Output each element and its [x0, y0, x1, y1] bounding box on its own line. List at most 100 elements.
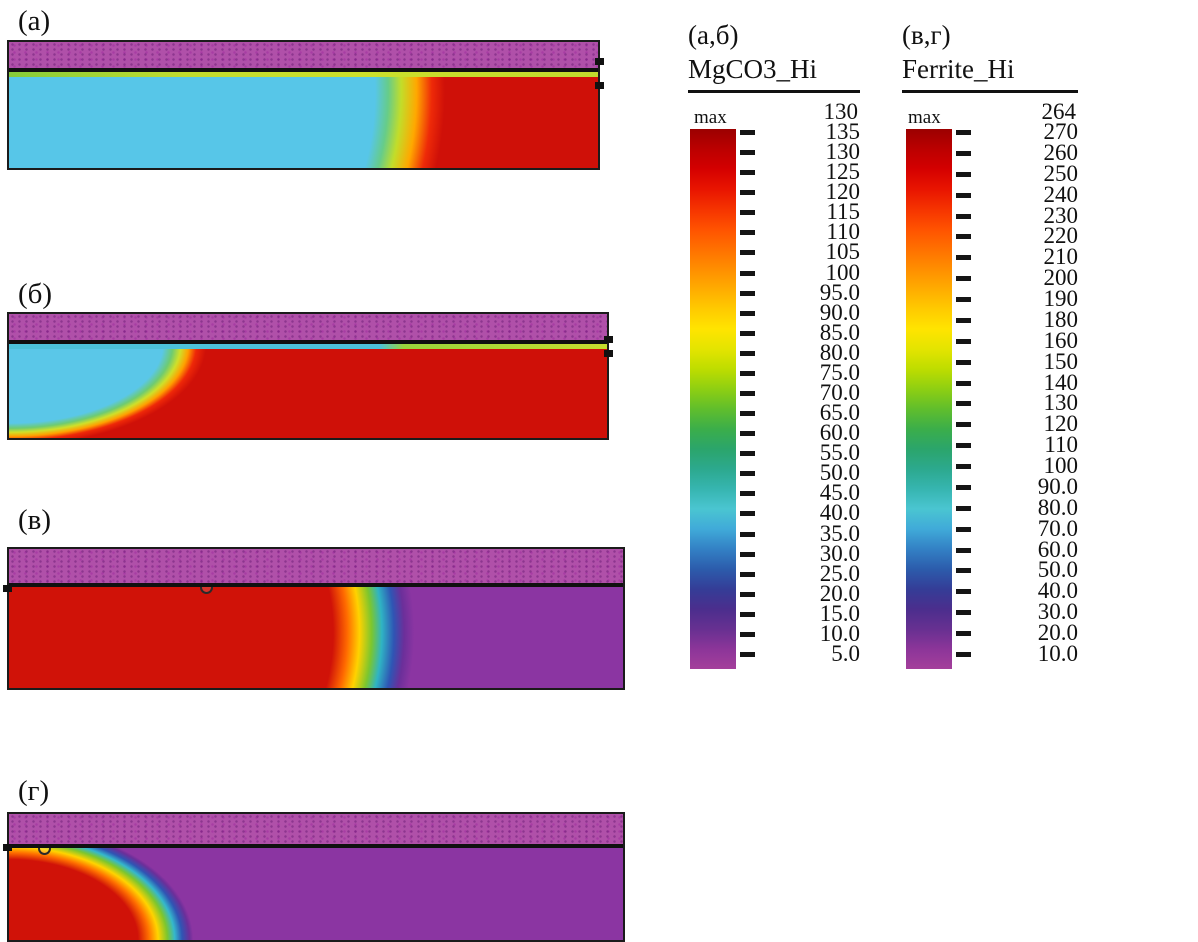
tick-dash-icon	[740, 551, 755, 557]
legend-ferrite-title: Ferrite_Hi	[902, 54, 1015, 84]
legend-tick: 10.0	[688, 620, 860, 646]
panel-g-label: (г)	[18, 775, 50, 807]
panel-v-separator-line	[9, 583, 623, 587]
tick-label: 60.0	[819, 420, 860, 446]
tick-dash-icon	[956, 547, 971, 553]
tick-label: 70.0	[1037, 515, 1078, 541]
legend-tick: 115	[688, 200, 860, 224]
tick-dash-icon	[956, 422, 971, 428]
panel-b-separator-line	[9, 340, 607, 344]
legend-tick: 40.0	[902, 579, 1078, 603]
panel-v-label: (в)	[18, 504, 52, 536]
legend-tick: 90.0	[902, 473, 1078, 499]
legend-mgco3-ticks: 135 130 125 120 115 110 105 100 95.0 90.0 85.0 80.0…	[688, 120, 861, 666]
legend-tick: 180	[902, 306, 1079, 332]
legend-tick: 45.0	[688, 481, 860, 505]
panel-v-top-band	[9, 549, 623, 583]
tick-label: 50.0	[1037, 557, 1078, 583]
panel-a-field	[9, 72, 598, 168]
tick-dash-icon	[740, 170, 755, 176]
tick-label: 240	[1043, 181, 1079, 207]
tick-dash-icon	[956, 297, 971, 303]
panel-a-top-band	[9, 42, 598, 68]
tick-dash-icon	[740, 451, 755, 457]
panel-a-separator-line	[9, 68, 598, 72]
tick-label: 15.0	[819, 600, 860, 626]
tick-dash-icon	[740, 571, 755, 577]
tick-label: 260	[1043, 139, 1079, 165]
tick-dash-icon	[740, 270, 755, 276]
tick-label: 110	[826, 219, 860, 245]
tick-label: 220	[1043, 223, 1079, 249]
legend-mgco3-colorbar	[690, 129, 736, 669]
panel-b-label: (б)	[18, 278, 53, 310]
edge-marker	[3, 844, 12, 851]
legend-tick: 80.0	[902, 495, 1078, 520]
legend-mgco3-body: 135 130 125 120 115 110 105 100 95.0 90.0 85.0 80.0…	[688, 120, 861, 674]
legend-tick: 20.0	[902, 621, 1078, 645]
legend-tick: 105	[688, 240, 860, 264]
tick-label: 70.0	[819, 380, 860, 405]
legend-mgco3-max-row: max 130	[688, 99, 860, 129]
tick-dash-icon	[956, 359, 971, 365]
tick-label: 90.0	[1037, 473, 1078, 499]
legend-tick: 80.0	[688, 339, 860, 365]
tick-dash-icon	[740, 531, 755, 537]
tick-label: 80.0	[819, 339, 860, 365]
tick-dash-icon	[956, 443, 971, 449]
tick-label: 65.0	[819, 400, 860, 426]
tick-dash-icon	[956, 631, 971, 637]
legend-tick: 5.0	[688, 642, 860, 666]
tick-dash-icon	[740, 631, 755, 637]
tick-dash-icon	[740, 370, 755, 376]
tick-label: 250	[1043, 160, 1079, 186]
legend-tick: 35.0	[688, 521, 860, 546]
tick-dash-icon	[956, 234, 971, 240]
panel-g-field	[9, 848, 623, 940]
legend-tick: 150	[902, 349, 1078, 374]
tick-dash-icon	[956, 317, 971, 323]
legend-tick: 75.0	[688, 360, 860, 385]
tick-label: 200	[1043, 265, 1079, 291]
legend-ferrite-underline	[902, 90, 1078, 93]
legend-tick: 120	[902, 412, 1078, 436]
legend-tick: 120	[688, 180, 860, 204]
tick-label: 110	[1044, 432, 1078, 458]
tick-label: 40.0	[819, 500, 860, 526]
tick-dash-icon	[956, 484, 971, 490]
legend-tick: 240	[902, 181, 1079, 207]
tick-label: 100	[1043, 453, 1079, 479]
tick-dash-icon	[740, 652, 755, 657]
tick-dash-icon	[740, 250, 755, 256]
tick-label: 105	[825, 239, 861, 265]
tick-dash-icon	[956, 192, 971, 198]
tick-dash-icon	[740, 190, 755, 196]
tick-dash-icon	[740, 491, 755, 497]
legend-tick: 260	[902, 139, 1079, 165]
tick-label: 25.0	[819, 560, 860, 586]
tick-dash-icon	[956, 464, 971, 470]
legend-mgco3-panels-label: (а,б)	[688, 20, 739, 50]
legend-tick: 110	[902, 433, 1078, 457]
edge-marker	[604, 350, 613, 357]
legend-tick: 230	[902, 203, 1078, 228]
tick-label: 180	[1043, 306, 1079, 332]
legend-tick: 140	[902, 370, 1078, 395]
panel-g-plot	[3, 812, 625, 942]
legend-tick: 90.0	[688, 300, 860, 325]
tick-dash-icon	[740, 210, 755, 216]
tick-dash-icon	[740, 511, 755, 517]
legend-tick: 60.0	[902, 537, 1078, 562]
panel-b-interface-strip	[9, 344, 607, 349]
tick-label: 10.0	[819, 620, 860, 646]
tick-label: 50.0	[819, 460, 860, 486]
tick-dash-icon	[740, 350, 755, 356]
tick-dash-icon	[956, 589, 971, 595]
tick-label: 100	[825, 259, 861, 285]
tick-label: 130	[825, 139, 861, 165]
legend-tick: 220	[902, 224, 1078, 248]
tick-dash-icon	[956, 652, 971, 657]
tick-dash-icon	[956, 401, 971, 407]
edge-marker	[3, 585, 12, 592]
tick-dash-icon	[956, 150, 971, 156]
